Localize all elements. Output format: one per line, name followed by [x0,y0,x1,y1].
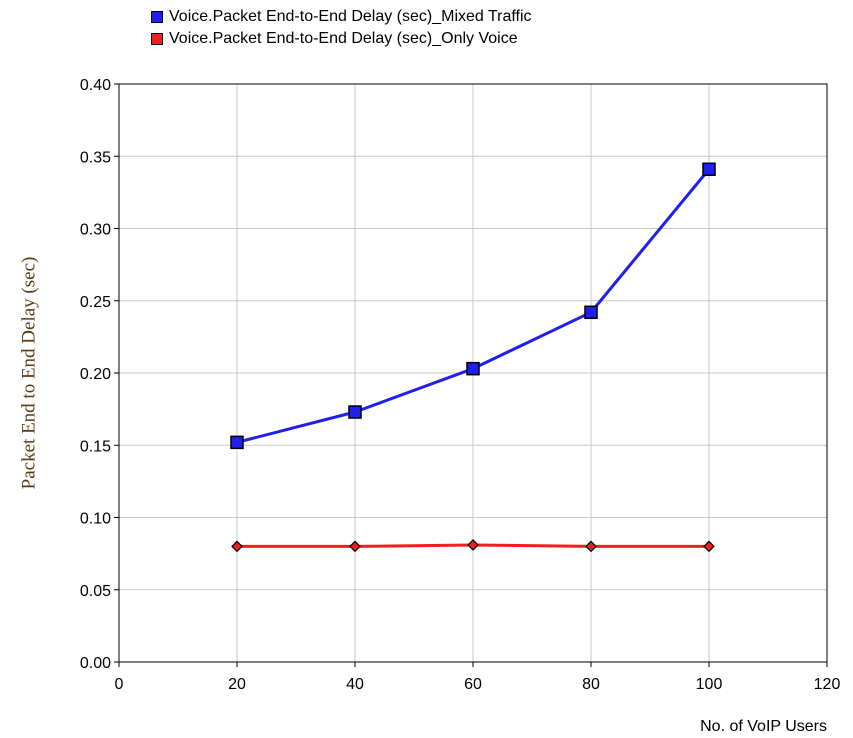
x-tick-label: 60 [464,676,482,693]
legend-label-mixed-traffic: Voice.Packet End-to-End Delay (sec)_Mixe… [169,8,532,25]
y-tick-label: 0.15 [80,438,111,455]
x-tick-label: 40 [346,676,364,693]
legend-label-only-voice: Voice.Packet End-to-End Delay (sec)_Only… [169,30,518,47]
y-axis: 0.00 0.05 0.10 0.15 0.20 0.25 0.30 0.35 0.40 [80,77,119,672]
y-tick-label: 0.10 [80,511,111,528]
legend-item-only-voice: Voice.Packet End-to-End Delay (sec)_Only… [151,28,532,50]
legend-swatch-blue [151,11,163,23]
data-point-diamond [231,540,243,553]
x-tick-label: 80 [582,676,600,693]
y-tick-label: 0.05 [80,583,111,600]
legend: Voice.Packet End-to-End Delay (sec)_Mixe… [151,6,532,50]
x-tick-label: 120 [814,676,841,693]
data-point-square [702,162,716,177]
x-tick-label: 0 [115,676,124,693]
y-tick-label: 0.25 [80,294,111,311]
x-axis: 0 20 40 60 80 100 120 [115,662,841,693]
y-axis-label: Packet End to End Delay (sec) [18,257,39,490]
legend-swatch-red [151,33,163,45]
data-point-square [348,405,362,419]
x-tick-label: 100 [696,676,723,693]
data-point-diamond [467,539,479,551]
data-point-diamond [703,540,715,553]
data-point-diamond [585,540,597,553]
data-point-square [584,305,598,320]
legend-item-mixed-traffic: Voice.Packet End-to-End Delay (sec)_Mixe… [151,6,532,28]
y-tick-label: 0.20 [80,366,111,383]
x-tick-label: 20 [228,676,246,693]
data-point-diamond [349,540,361,553]
y-tick-label: 0.35 [80,149,111,166]
x-axis-label: No. of VoIP Users [700,718,827,735]
data-point-square [230,435,244,450]
y-tick-label: 0.00 [80,655,111,672]
y-tick-label: 0.30 [80,222,111,239]
y-tick-label: 0.40 [80,77,111,94]
data-point-square [466,361,480,376]
series-layer [230,162,716,553]
